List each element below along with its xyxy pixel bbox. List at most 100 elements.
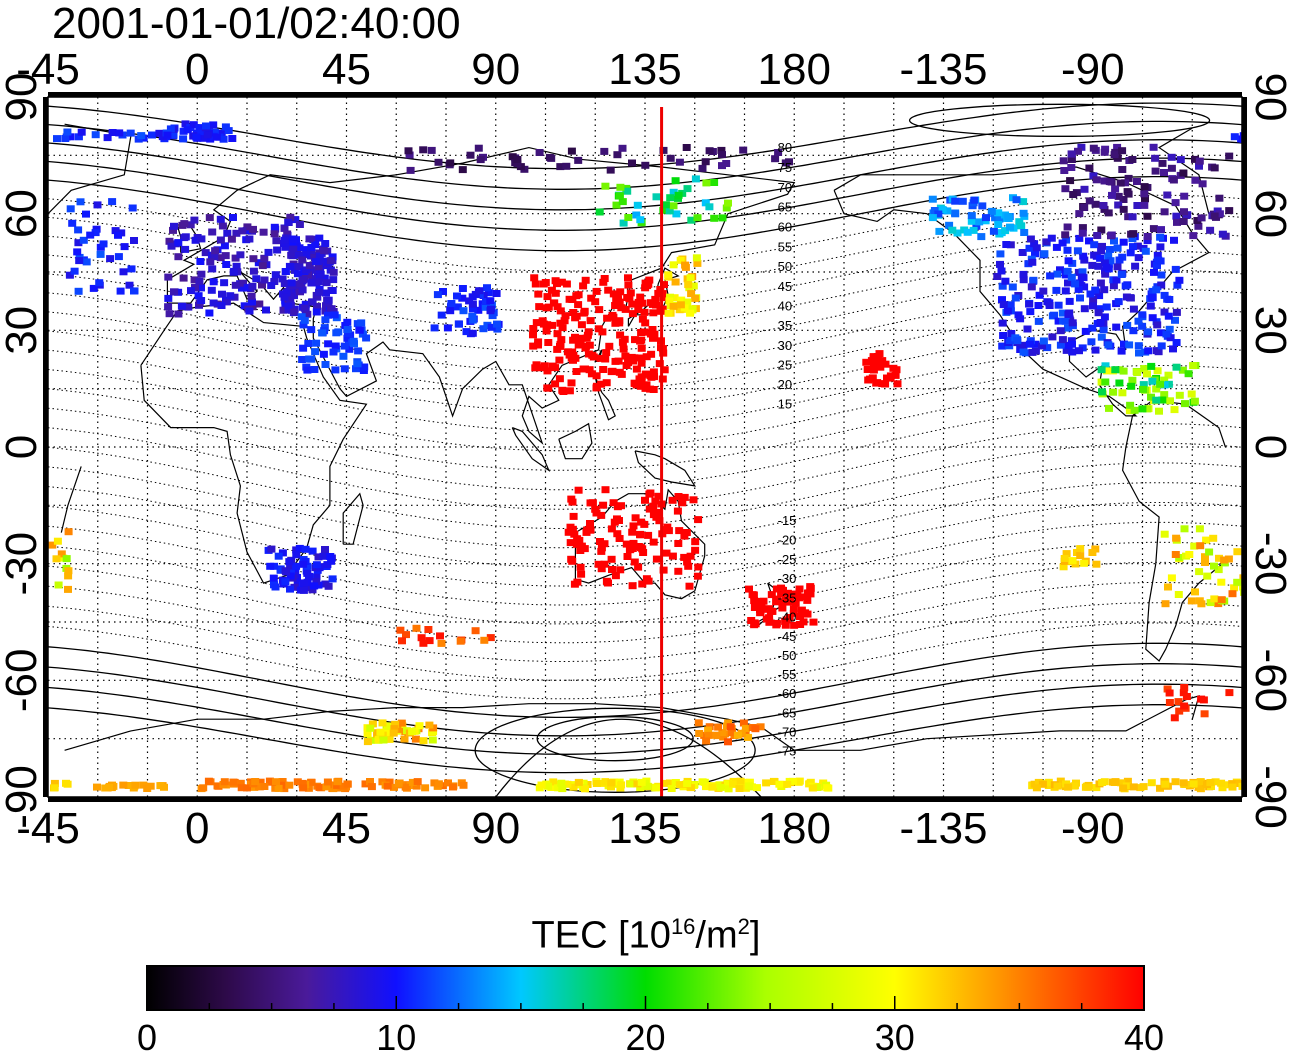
tec-sample — [186, 221, 195, 229]
tec-sample — [669, 261, 678, 269]
tec-sample — [572, 368, 581, 375]
tec-sample — [1225, 689, 1234, 697]
tec-sample — [571, 333, 579, 341]
tec-sample — [484, 289, 493, 297]
tec-sample — [612, 201, 621, 209]
tec-sample — [239, 279, 248, 287]
tec-sample — [229, 214, 237, 221]
tec-sample — [64, 567, 73, 575]
tec-sample — [282, 289, 291, 297]
tec-sample — [66, 205, 75, 213]
south-pole-contour-inner — [536, 716, 694, 762]
tec-sample — [803, 610, 812, 618]
tec-sample — [666, 154, 675, 162]
tec-sample — [1161, 600, 1170, 608]
tec-sample — [508, 153, 517, 161]
tec-sample — [146, 782, 155, 790]
tec-sample — [565, 387, 574, 395]
contour-label: 30 — [778, 338, 792, 353]
tec-sample — [892, 366, 901, 374]
tec-sample — [1126, 401, 1135, 409]
tec-sample — [1094, 309, 1103, 317]
tec-sample — [626, 289, 635, 297]
tec-sample — [717, 146, 726, 154]
tec-sample — [689, 282, 698, 290]
contour-label: 20 — [778, 377, 792, 392]
tec-sample — [1138, 322, 1147, 330]
tec-sample — [1067, 273, 1076, 281]
tec-sample — [1157, 281, 1166, 289]
tec-sample — [772, 585, 781, 593]
tec-sample — [567, 379, 576, 387]
tec-sample — [1160, 530, 1169, 538]
tec-sample — [1068, 319, 1077, 327]
tec-sample — [103, 134, 112, 142]
tec-sample — [252, 275, 261, 283]
tec-sample — [126, 129, 135, 137]
tec-sample — [312, 561, 321, 569]
tec-sample — [674, 191, 683, 199]
tec-sample — [543, 384, 552, 392]
tec-sample — [1006, 223, 1014, 231]
tec-sample — [719, 733, 728, 741]
tec-sample — [610, 518, 619, 526]
tec-sample — [592, 382, 601, 390]
tec-sample — [702, 783, 710, 791]
tec-sample — [569, 512, 578, 520]
tec-sample — [1006, 241, 1015, 249]
tec-sample — [647, 299, 655, 307]
tec-sample — [1233, 578, 1242, 586]
tec-sample — [217, 302, 226, 309]
tec-sample — [1218, 230, 1227, 238]
tec-sample — [607, 555, 616, 563]
tec-sample — [595, 306, 604, 314]
tec-sample — [513, 156, 522, 163]
contour-label: -30 — [778, 571, 797, 586]
tec-sample — [307, 279, 316, 287]
contour-label: 75 — [778, 160, 792, 175]
tec-sample — [938, 206, 947, 214]
tec-sample — [563, 780, 572, 788]
map-area — [48, 97, 1242, 797]
tec-sample — [1001, 227, 1010, 235]
tec-sample — [680, 532, 689, 540]
tec-sample — [1126, 294, 1135, 302]
tec-sample — [1080, 256, 1089, 264]
tec-sample — [1102, 303, 1111, 311]
tec-sample — [572, 312, 581, 320]
tec-sample — [611, 357, 620, 365]
tec-sample — [1110, 151, 1119, 159]
tec-sample — [1064, 341, 1073, 349]
contour-label: 60 — [778, 220, 792, 235]
tec-sample — [1215, 194, 1224, 202]
tec-sample — [783, 780, 792, 788]
tec-sample — [586, 520, 594, 527]
tec-sample — [286, 568, 295, 576]
tec-sample — [1019, 209, 1028, 217]
tec-sample — [292, 562, 301, 570]
tec-sample — [1152, 347, 1161, 355]
tec-sample — [598, 328, 607, 336]
tec-sample — [1115, 366, 1124, 374]
tec-sample — [340, 365, 349, 373]
contour-label: -40 — [778, 610, 797, 625]
tec-sample — [628, 159, 636, 167]
tec-sample — [1114, 192, 1123, 200]
tec-sample — [361, 780, 370, 788]
tec-sample — [120, 243, 129, 251]
tec-sample — [1031, 250, 1039, 258]
tec-sample — [634, 563, 643, 571]
tec-sample — [1128, 213, 1137, 221]
tec-sample — [632, 365, 641, 373]
tec-sample — [569, 309, 578, 316]
tec-sample — [1124, 190, 1133, 198]
tec-sample — [260, 783, 269, 790]
magnetic-latitude-contour — [48, 582, 1242, 662]
tec-sample — [404, 147, 413, 155]
tec-sample — [597, 544, 606, 552]
tec-sample — [726, 723, 735, 731]
tec-sample — [205, 214, 214, 222]
tec-sample — [953, 229, 962, 237]
tec-sample — [1043, 344, 1052, 352]
tec-sample — [1095, 292, 1104, 300]
